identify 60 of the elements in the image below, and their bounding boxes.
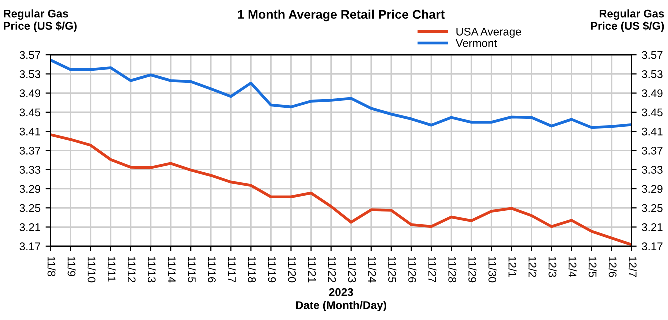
y-tick-label: 3.57 xyxy=(20,51,40,60)
y2-axis-title: Regular Gas Price (US $/G) xyxy=(591,10,664,32)
chart-title: 1 Month Average Retail Price Chart xyxy=(238,10,445,22)
y2-tick-label: 3.17 xyxy=(642,242,663,251)
y-tick-label: 3.33 xyxy=(20,166,41,174)
x-tick-label: 11/18 xyxy=(248,256,256,283)
x-tick-label: 11/28 xyxy=(448,256,457,283)
y2-tick-label: 3.45 xyxy=(642,108,663,117)
y-tick-label: 3.45 xyxy=(20,108,41,117)
x-tick-label: 11/16 xyxy=(208,256,216,283)
x-tick-label: 11/29 xyxy=(468,256,477,283)
x-tick-label: 11/23 xyxy=(348,256,357,283)
x-tick-label: 12/5 xyxy=(588,256,598,278)
x-tick-label: 11/10 xyxy=(88,256,96,283)
y2-tick-label: 3.41 xyxy=(642,128,663,136)
y2-tick-label: 3.53 xyxy=(642,70,663,78)
x-tick-label: 12/3 xyxy=(548,256,557,278)
y2-tick-label: 3.25 xyxy=(642,204,663,212)
line-series xyxy=(50,58,632,130)
y-tick-label: 3.17 xyxy=(20,242,40,251)
y2-tick-label: 3.57 xyxy=(642,51,663,60)
y2-tick-label: 3.33 xyxy=(642,166,663,174)
x-tick-label: 11/24 xyxy=(368,256,377,283)
x-tick-label: 11/12 xyxy=(128,256,136,283)
x-tick-label: 11/14 xyxy=(168,256,176,283)
x-tick-label: 11/8 xyxy=(48,256,56,276)
x-tick-label: 11/30 xyxy=(488,256,497,283)
text: 2023 xyxy=(329,288,354,296)
y-tick-label: 3.49 xyxy=(20,90,41,98)
y-tick-label: 3.37 xyxy=(20,146,40,155)
x-tick-label: 12/2 xyxy=(528,256,537,278)
x-tick-label: 11/17 xyxy=(228,256,236,283)
x-tick-label: 11/11 xyxy=(108,256,116,282)
x-tick-label: 12/1 xyxy=(508,256,517,278)
x-tick-label: 12/6 xyxy=(608,256,618,278)
y-tick-label: 3.41 xyxy=(20,128,41,136)
y-tick-label: 3.29 xyxy=(20,185,41,194)
y2-tick-label: 3.21 xyxy=(642,224,663,232)
legend-label: USA Average xyxy=(456,28,522,38)
x-tick-label: 11/15 xyxy=(188,256,196,283)
x-tick-label: 11/22 xyxy=(328,256,337,283)
x-tick-label: 11/9 xyxy=(68,256,76,276)
y-tick-label: 3.25 xyxy=(20,204,41,212)
y2-tick-label: 3.37 xyxy=(642,146,663,155)
x-tick-label: 11/13 xyxy=(148,256,156,283)
x-tick-label: 12/7 xyxy=(628,256,638,278)
legend-label: Vermont xyxy=(456,40,498,48)
y-tick-label: 3.21 xyxy=(20,224,41,232)
x-tick-label: 11/21 xyxy=(308,256,316,283)
y2-tick-label: 3.29 xyxy=(642,185,663,194)
x-tick-label: 11/25 xyxy=(388,256,397,283)
x-tick-label: 12/4 xyxy=(568,256,577,278)
y-tick-label: 3.53 xyxy=(20,70,41,78)
x-tick-label: 11/20 xyxy=(288,256,296,283)
x-tick-label: 11/27 xyxy=(428,256,437,283)
x-tick-label: 11/19 xyxy=(268,256,276,283)
y2-tick-label: 3.49 xyxy=(642,90,663,98)
y-axis-title: Regular Gas Price (US $/G) xyxy=(4,10,77,32)
x-axis-title: Date (Month/Day) xyxy=(296,301,386,312)
x-tick-label: 11/26 xyxy=(408,256,417,283)
